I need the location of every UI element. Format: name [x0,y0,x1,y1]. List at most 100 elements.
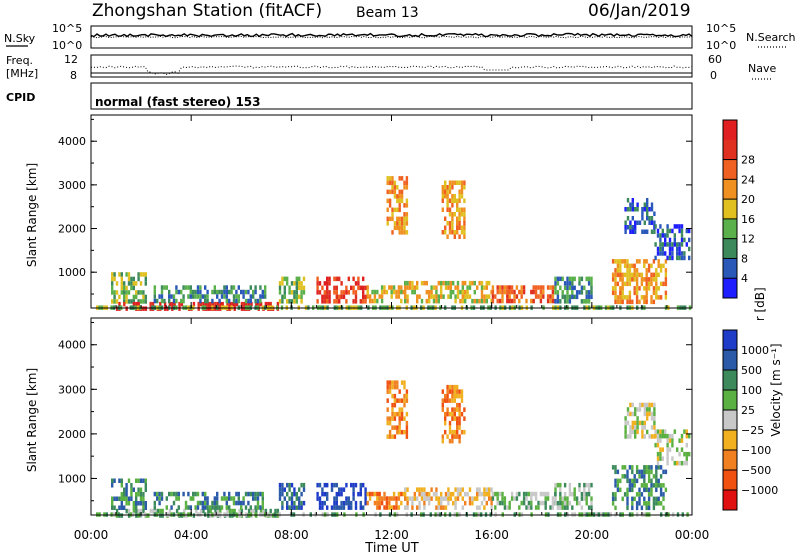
data-cell [428,491,431,497]
data-cell [420,280,424,286]
data-cell [228,289,231,295]
data-cell [666,460,669,466]
data-cell [580,299,584,304]
data-cell [213,289,216,295]
data-cell [196,289,200,295]
data-cell [240,301,244,307]
data-cell [335,491,338,497]
data-cell [209,508,212,514]
data-cell [286,281,289,286]
data-cell [666,456,669,461]
data-cell [515,294,519,299]
data-cell [393,398,397,403]
colorbar-segment [723,470,737,491]
data-cell [645,286,648,291]
data-cell [454,500,457,506]
data-cell [454,496,457,501]
data-cell [383,491,386,497]
data-cell [195,508,198,514]
data-cell [366,500,369,506]
data-cell [111,276,114,282]
data-cell [405,429,409,435]
data-cell [290,482,294,488]
data-cell [391,434,394,439]
data-cell [405,434,409,439]
data-cell [423,505,426,510]
data-cell [571,281,574,286]
data-cell [153,294,156,299]
data-cell [393,380,397,385]
data-cell [252,289,255,295]
data-cell [130,483,133,488]
data-cell [371,289,374,295]
data-cell [444,285,448,290]
data-cell [571,276,574,282]
data-cell [448,420,452,426]
data-cell [624,416,627,421]
data-cell [451,212,454,217]
data-cell [453,434,456,439]
data-cell [631,207,634,212]
data-cell [293,505,296,510]
data-cell [463,234,466,239]
data-cell [144,478,147,483]
data-cell [542,285,545,290]
data-cell [554,290,557,295]
data-cell [211,500,214,506]
data-cell [624,225,627,230]
data-cell [676,447,679,452]
data-cell [453,393,456,399]
data-cell [624,220,627,225]
data-cell [153,285,156,290]
data-cell [342,487,346,492]
data-cell [571,290,574,295]
data-cell [522,496,526,501]
data-cell [386,216,389,222]
data-cell [646,216,649,221]
data-cell [405,393,409,399]
data-cell [213,496,216,501]
data-cell [171,306,174,311]
data-cell [218,298,221,304]
data-cell [476,487,479,492]
data-cell [458,194,461,199]
data-cell [452,500,455,506]
data-cell [568,482,572,488]
data-cell [628,487,632,493]
data-cell [668,242,672,247]
data-cell [678,251,681,256]
data-cell [255,301,258,307]
data-cell [185,513,188,518]
data-cell [403,185,406,190]
data-cell [295,294,298,300]
data-cell [446,234,449,239]
data-cell [647,465,651,470]
data-cell [662,469,665,475]
data-cell [385,496,389,501]
data-cell [442,505,445,510]
data-region-10 [554,276,593,304]
data-cell [626,207,630,212]
data-cell [364,500,367,506]
data-cell [626,505,629,511]
data-cell [132,285,135,291]
data-cell [393,384,397,390]
noise-tick-bottom-right: 10^0 [706,39,736,52]
data-cell [182,491,185,497]
data-cell [643,434,646,439]
data-cell [219,301,222,307]
data-cell [626,434,630,439]
data-cell [626,492,629,497]
data-cell [405,420,409,426]
data-cell [645,299,648,305]
data-cell [655,268,658,273]
data-cell [373,500,377,506]
data-cell [223,294,226,299]
data-cell [156,496,159,501]
data-cell [585,299,588,304]
data-cell [566,500,569,506]
data-cell [460,185,464,190]
data-cell [403,230,406,235]
data-cell [464,289,467,295]
data-cell [130,496,133,501]
